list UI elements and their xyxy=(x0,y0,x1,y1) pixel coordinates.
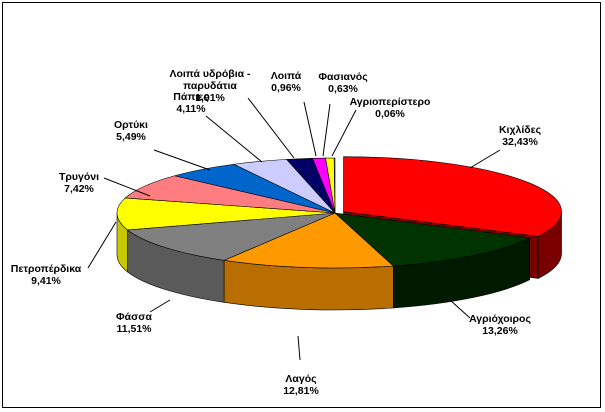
data-label-name: Λαγός xyxy=(285,373,317,385)
data-label-3: Φάσσα 11,51% xyxy=(116,311,152,335)
leader-line-6 xyxy=(153,149,211,171)
data-label-value: 13,26% xyxy=(482,325,518,337)
data-label-0: Κιχλίδες 32,43% xyxy=(499,124,542,148)
data-label-name: Λοιπά υδρόβια - xyxy=(169,68,251,80)
data-label-10: Φασιανός 0,63% xyxy=(318,71,368,95)
leader-line-7 xyxy=(205,115,263,163)
data-label-2: Λαγός 12,81% xyxy=(283,373,319,397)
data-label-name: Τρυγόνι xyxy=(59,171,99,183)
data-label-6: Ορτύκι 5,49% xyxy=(114,119,148,143)
leader-line-4 xyxy=(87,221,117,269)
leader-line-3 xyxy=(149,299,171,313)
data-label-4: Πετροπέρδικα 9,41% xyxy=(11,263,82,287)
slice-3 xyxy=(126,212,336,261)
data-label-value: 5,49% xyxy=(116,131,146,143)
data-label-1: Αγριόχοιρος 13,26% xyxy=(469,313,531,337)
data-label-name: Ορτύκι xyxy=(114,119,148,131)
data-label-9: Λοιπά 0,96% xyxy=(271,70,302,94)
data-label-value: 4,11% xyxy=(176,103,206,115)
data-label-value: 9,41% xyxy=(31,275,61,287)
slice-5 xyxy=(124,175,336,214)
data-labels: Κιχλίδες 32,43% Αγριόχοιρος 13,26% Λαγός 12,8… xyxy=(11,68,542,397)
leader-line-5 xyxy=(103,177,151,197)
data-label-11: Αγριοπερίστερο 0,06% xyxy=(350,96,431,120)
leader-line-11 xyxy=(331,109,357,157)
data-label-value: 0,96% xyxy=(271,82,301,94)
data-label-value: 1,91% xyxy=(195,92,225,104)
data-label-name: Πετροπέρδικα xyxy=(11,263,82,275)
leader-line-2 xyxy=(297,335,301,361)
slice-1 xyxy=(334,212,531,267)
data-label-value: 12,81% xyxy=(283,385,319,397)
data-label-name: Αγριοπερίστερο xyxy=(350,96,431,108)
data-label-name: Κιχλίδες xyxy=(499,124,542,136)
data-label-5: Τρυγόνι 7,42% xyxy=(59,171,99,195)
leader-line-8 xyxy=(247,97,295,159)
data-label-name: Φάσσα xyxy=(116,311,152,323)
data-label-value: 0,63% xyxy=(328,83,358,95)
slice-2 xyxy=(222,212,395,269)
data-label-name: Αγριόχοιρος xyxy=(469,313,531,325)
leader-line-10 xyxy=(322,103,331,157)
slice-0 xyxy=(343,156,562,237)
data-label-7: Πάπιες 4,11% xyxy=(173,91,209,115)
slice-11 xyxy=(333,157,336,214)
data-label-value: 11,51% xyxy=(116,323,152,335)
data-label-name: Φασιανός xyxy=(318,71,368,83)
leader-line-1 xyxy=(449,299,471,319)
data-label-name: Λοιπά xyxy=(271,70,302,82)
leader-line-0 xyxy=(469,149,501,169)
pie-tops xyxy=(116,156,562,269)
slice-4 xyxy=(116,197,336,231)
data-label-name: παρυδάτια xyxy=(183,80,237,92)
leader-line-9 xyxy=(303,101,317,157)
data-label-8: Λοιπά υδρόβια -παρυδάτια 1,91% xyxy=(169,68,251,104)
data-label-value: 0,06% xyxy=(375,108,405,120)
data-label-value: 32,43% xyxy=(502,136,538,148)
data-label-value: 7,42% xyxy=(64,183,94,195)
leader-lines xyxy=(87,97,501,361)
data-label-name: Πάπιες xyxy=(173,91,209,103)
